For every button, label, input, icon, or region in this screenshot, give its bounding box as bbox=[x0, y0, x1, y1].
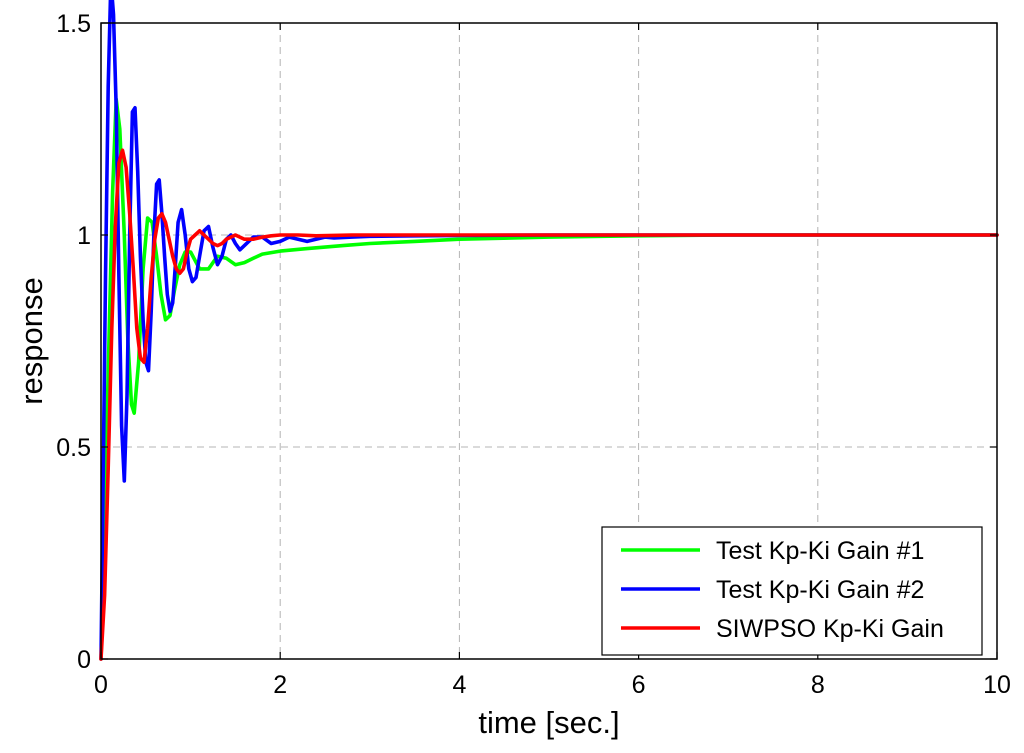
legend-label-3: SIWPSO Kp-Ki Gain bbox=[716, 615, 944, 643]
y-tick-label: 1.5 bbox=[56, 10, 91, 38]
legend-items: Test Kp-Ki Gain #1 Test Kp-Ki Gain #2 SIWP… bbox=[621, 537, 944, 643]
x-tick-label: 8 bbox=[811, 671, 825, 699]
y-axis-label: response bbox=[14, 277, 49, 405]
x-tick-label: 2 bbox=[273, 671, 287, 699]
y-axis-ticks: 0 0.5 1 1.5 bbox=[56, 10, 997, 674]
series-lines bbox=[99, 0, 999, 661]
x-tick-label: 6 bbox=[632, 671, 646, 699]
x-tick-label: 0 bbox=[94, 671, 108, 699]
x-tick-label: 10 bbox=[983, 671, 1011, 699]
legend-label-2: Test Kp-Ki Gain #2 bbox=[716, 576, 924, 604]
legend: Test Kp-Ki Gain #1 Test Kp-Ki Gain #2 SIWP… bbox=[601, 526, 983, 656]
series-line-3 bbox=[99, 148, 999, 661]
x-tick-label: 4 bbox=[452, 671, 466, 699]
y-tick-label: 0 bbox=[77, 646, 91, 674]
legend-label-1: Test Kp-Ki Gain #1 bbox=[716, 537, 924, 565]
x-axis-ticks: 0 2 4 6 8 10 bbox=[94, 23, 1011, 699]
y-tick-label: 1 bbox=[77, 222, 91, 250]
x-axis-label: time [sec.] bbox=[478, 705, 619, 740]
plot-frame bbox=[100, 22, 998, 660]
y-tick-label: 0.5 bbox=[56, 434, 91, 462]
